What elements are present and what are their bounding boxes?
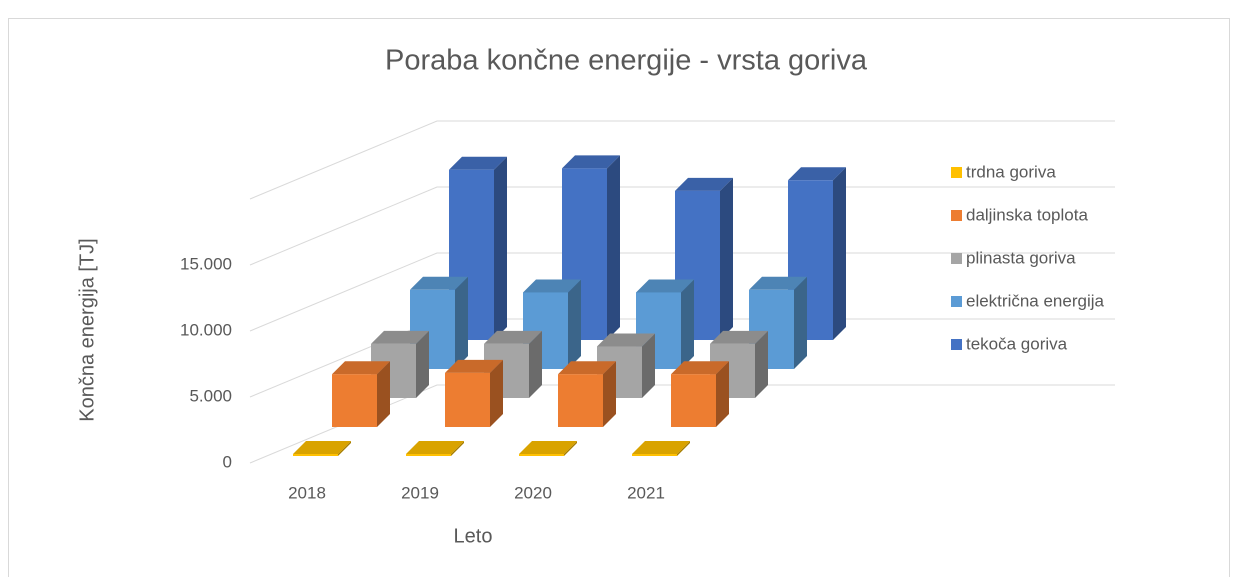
bar-top — [293, 441, 351, 455]
y-tick-label: 15.000 — [180, 254, 232, 273]
bar-top — [597, 333, 655, 347]
bar-top — [632, 441, 690, 455]
bar — [519, 454, 564, 456]
bar-side — [681, 279, 694, 369]
bar-side — [490, 359, 503, 427]
bar-side — [607, 155, 620, 340]
bar — [632, 454, 677, 456]
grid-line — [249, 120, 1115, 200]
bar-top — [562, 155, 620, 169]
bar-side — [677, 441, 690, 456]
bar-side — [755, 330, 768, 398]
bar-top — [523, 279, 581, 293]
bar-side — [455, 276, 468, 369]
bar-side — [794, 276, 807, 369]
legend-label: električna energija — [966, 291, 1105, 310]
y-tick-label: 10.000 — [180, 320, 232, 339]
bar-top — [406, 441, 464, 455]
bar-top — [636, 279, 694, 293]
x-tick-label: 2021 — [627, 483, 665, 502]
legend-swatch — [951, 253, 962, 264]
bar-side — [642, 333, 655, 398]
legend-label: trdna goriva — [966, 162, 1056, 181]
bar-side — [529, 330, 542, 398]
chart-title: Poraba končne energije - vrsta goriva — [385, 45, 868, 77]
bar-top — [445, 359, 503, 373]
bar-side — [716, 361, 729, 427]
legend-label: daljinska toplota — [966, 205, 1088, 224]
y-axis-title: Končna energija [TJ] — [76, 238, 98, 421]
bar-side — [338, 441, 351, 456]
bar-top — [410, 276, 468, 290]
bar-side — [416, 330, 429, 398]
bar — [445, 372, 490, 427]
x-tick-label: 2019 — [401, 483, 439, 502]
grid-line — [249, 186, 1115, 266]
legend-label: plinasta goriva — [966, 248, 1076, 267]
bar-top — [558, 361, 616, 375]
bar-top — [671, 361, 729, 375]
legend-swatch — [951, 167, 962, 178]
bar — [293, 454, 338, 456]
bar-side — [377, 361, 390, 427]
legend-swatch — [951, 210, 962, 221]
bar-side — [564, 441, 577, 456]
bar-side — [833, 167, 846, 340]
bar — [332, 374, 377, 427]
bar-side — [603, 361, 616, 427]
x-tick-label: 2020 — [514, 483, 552, 502]
x-tick-label: 2018 — [288, 483, 326, 502]
bar-side — [720, 177, 733, 340]
legend-swatch — [951, 339, 962, 350]
grid-line — [249, 384, 1115, 464]
bar-top — [371, 330, 429, 344]
bar-top — [519, 441, 577, 455]
bar — [558, 374, 603, 427]
bar-side — [451, 441, 464, 456]
bar-top — [710, 330, 768, 344]
bar-top — [749, 276, 807, 290]
legend-label: tekoča goriva — [966, 334, 1068, 353]
y-tick-label: 5.000 — [189, 386, 232, 405]
bar-top — [484, 330, 542, 344]
y-tick-label: 0 — [223, 452, 232, 471]
bar-side — [494, 156, 507, 340]
bar-top — [332, 361, 390, 375]
bar-side — [568, 279, 581, 369]
bar — [406, 454, 451, 456]
grid-line — [249, 252, 1115, 332]
x-axis-title: Leto — [454, 525, 493, 547]
bar-top — [675, 177, 733, 191]
bar-top — [449, 156, 507, 170]
bar — [671, 374, 716, 427]
bar-top — [788, 167, 846, 181]
legend-swatch — [951, 296, 962, 307]
